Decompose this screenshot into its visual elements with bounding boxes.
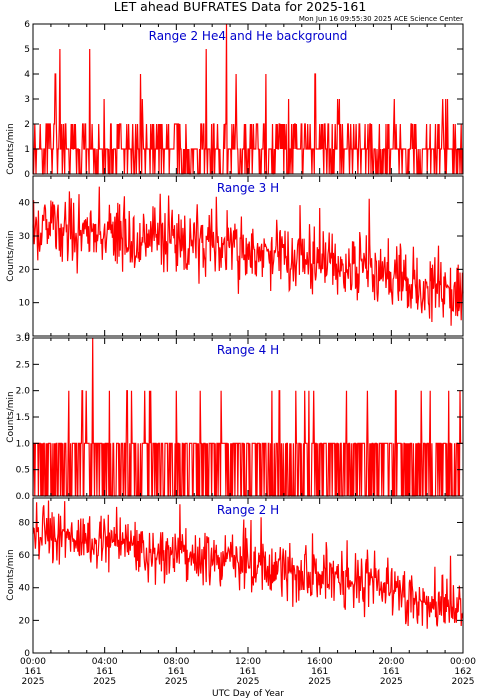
x-tick-label-time: 00:00 (450, 657, 476, 667)
series-line (33, 23, 463, 175)
x-tick-label-day: 161 (96, 667, 113, 677)
y-tick-label: 40 (19, 584, 31, 594)
y-tick-label: 0 (24, 170, 30, 180)
x-tick-label-time: 04:00 (92, 657, 118, 667)
x-tick-label-day: 161 (239, 667, 256, 677)
x-tick-label-year: 2025 (22, 677, 45, 687)
y-tick-label: 80 (19, 518, 31, 528)
series-line (32, 186, 464, 326)
x-tick-label-year: 2025 (237, 677, 260, 687)
panel-label: Range 2 H (217, 503, 279, 517)
series-line (32, 337, 463, 497)
y-axis-label: Counts/min (6, 123, 16, 174)
chart-title: LET ahead BUFRATES Data for 2025-161 (114, 0, 367, 14)
panel-range4-h: Range 4 H Counts/min 0.0 0.5 1.0 1.5 2.0 2.5 3… (6, 334, 464, 502)
y-tick-label: 5 (24, 45, 30, 55)
panel-label: Range 3 H (217, 181, 279, 195)
x-tick-label-year: 2025 (93, 677, 116, 687)
y-tick-label: 2 (24, 120, 30, 130)
y-tick-label: 2.5 (16, 360, 30, 370)
y-tick-label: 2.0 (16, 387, 31, 397)
x-tick-label-time: 00:00 (20, 657, 46, 667)
x-tick-label-time: 08:00 (163, 657, 189, 667)
y-tick-label: 10 (19, 299, 31, 309)
x-tick-label-time: 20:00 (378, 657, 404, 667)
y-tick-label: 0.5 (16, 466, 30, 476)
x-tick-label-year: 2025 (380, 677, 403, 687)
series-line (32, 500, 464, 629)
y-tick-label: 1.0 (16, 439, 31, 449)
panel-label: Range 2 He4 and He background (149, 29, 348, 43)
y-tick-label: 6 (24, 20, 30, 30)
y-tick-label: 4 (24, 70, 30, 80)
x-axis-tick-labels: 00:00161202504:00161202508:00161202512:0… (20, 657, 476, 687)
x-tick-label-year: 2025 (165, 677, 188, 687)
x-tick-label-day: 161 (383, 667, 400, 677)
y-tick-label: 20 (19, 265, 31, 275)
y-tick-label: 0.0 (16, 492, 31, 502)
y-axis-label: Counts/min (6, 549, 16, 600)
panel-range2-h: Range 2 H Counts/min 0 20 40 60 80 (6, 497, 464, 659)
y-tick-label: 20 (19, 616, 31, 626)
panel-frame (32, 497, 464, 654)
y-axis-label: Counts/min (6, 230, 16, 281)
y-tick-label: 1.5 (16, 413, 30, 423)
x-tick-label-day: 161 (311, 667, 328, 677)
x-tick-label-time: 16:00 (307, 657, 333, 667)
y-axis-label: Counts/min (6, 391, 16, 442)
y-tick-label: 3.0 (16, 334, 31, 344)
x-tick-label-day: 161 (24, 667, 41, 677)
x-tick-label-time: 12:00 (235, 657, 261, 667)
y-tick-label: 0 (24, 332, 30, 342)
x-tick-label-day: 162 (454, 667, 471, 677)
x-axis-label: UTC Day of Year (212, 689, 284, 699)
y-tick-label: 3 (24, 95, 30, 105)
timestamp-label: Mon Jun 16 09:55:30 2025 ACE Science Cen… (299, 15, 463, 23)
y-tick-label: 30 (19, 232, 31, 242)
x-tick-label-year: 2025 (452, 677, 475, 687)
panel-label: Range 4 H (217, 343, 279, 357)
x-tick-label-day: 161 (168, 667, 185, 677)
x-tick-label-year: 2025 (308, 677, 331, 687)
panel-he4-background: Range 2 He4 and He background Counts/min… (6, 20, 464, 180)
y-tick-label: 0 (24, 649, 30, 659)
y-tick-label: 40 (19, 199, 31, 209)
y-tick-label: 60 (19, 551, 31, 561)
y-tick-label: 1 (24, 145, 30, 155)
panel-range3-h: Range 3 H Counts/min 0 10 20 30 40 (6, 175, 464, 342)
